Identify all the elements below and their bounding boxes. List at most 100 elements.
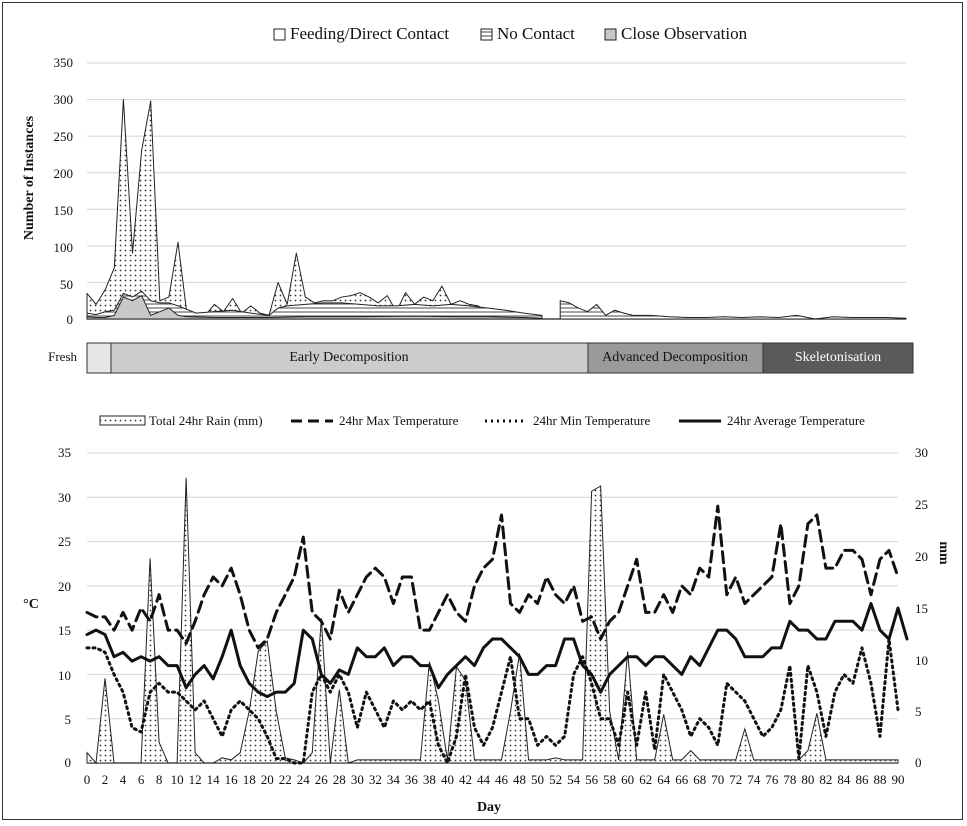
stage-fresh-label: Fresh [48,349,77,364]
x-tick-label: 64 [657,772,671,787]
box-icon [273,28,286,41]
x-tick-label: 14 [207,772,221,787]
legend-close-observation: Close Observation [621,24,748,43]
bottom-y-axis-title: °C [23,597,39,612]
top-y-axis-title: Number of Instances [22,115,37,240]
stage-early-label: Early Decomposition [289,350,408,365]
x-tick-label: 12 [189,772,202,787]
x-tick-label: 80 [801,772,814,787]
x-tick-label: 82 [819,772,832,787]
x-tick-label: 52 [549,772,562,787]
x-tick-label: 2 [102,772,109,787]
x-tick-label: 0 [84,772,91,787]
bottom-y2-tick: 30 [915,445,928,460]
x-tick-label: 46 [495,772,509,787]
x-tick-label: 16 [225,772,239,787]
legend-rain: Total 24hr Rain (mm) [149,413,263,428]
bottom-y2-tick: 25 [915,497,928,512]
x-tick-label: 88 [873,772,886,787]
x-tick-label: 18 [243,772,256,787]
bottom-x-ticks: 0 2 4 6 8 10 12 14 16 18 20 22 24 26 28 30 32 34 36 38 40 42 4… [84,772,905,787]
x-tick-label: 28 [333,772,346,787]
x-tick-label: 26 [315,772,329,787]
x-tick-label: 70 [711,772,724,787]
x-tick-label: 32 [369,772,382,787]
stage-skeleton-label: Skeletonisation [795,350,881,365]
area-feeding-direct-contact-cont [559,300,907,320]
top-y-tick: 150 [54,203,74,218]
x-tick-label: 42 [459,772,472,787]
stage-bar: Fresh Early Decomposition Advanced Decom… [48,342,914,374]
top-y-tick: 200 [54,166,74,181]
average-temperature-line [85,602,909,699]
x-tick-label: 76 [765,772,779,787]
area-close-observation [86,295,543,320]
x-tick-label: 62 [639,772,652,787]
x-tick-label: 10 [171,772,184,787]
bottom-y-tick: 35 [58,445,71,460]
x-tick-label: 72 [729,772,742,787]
x-tick-label: 60 [621,772,634,787]
top-area-series [86,99,907,320]
bottom-y-ticks: 35 30 25 20 15 10 5 0 [58,445,71,770]
top-gridlines [87,62,906,320]
x-tick-label: 36 [405,772,419,787]
figure: Feeding/Direct Contact No Contact Close … [22,24,951,815]
x-tick-label: 24 [297,772,311,787]
bottom-y-tick: 25 [58,534,71,549]
stage-advanced-label: Advanced Decomposition [602,350,748,365]
stage-fresh [86,342,112,374]
x-tick-label: 20 [261,772,274,787]
x-tick-label: 40 [441,772,454,787]
x-tick-label: 48 [513,772,526,787]
bottom-y-tick: 0 [65,755,72,770]
bottom-y2-ticks: 30 25 20 15 10 5 0 [915,445,928,770]
x-tick-label: 4 [120,772,127,787]
x-tick-label: 78 [783,772,796,787]
bottom-y2-tick: 10 [915,653,928,668]
stage-skeleton [762,342,914,374]
x-tick-label: 50 [531,772,544,787]
x-tick-label: 66 [675,772,689,787]
x-tick-label: 22 [279,772,292,787]
bottom-y-tick: 30 [58,490,71,505]
x-tick-label: 34 [387,772,401,787]
bottom-y2-tick: 0 [915,755,922,770]
bottom-legend: Total 24hr Rain (mm) 24hr Max Temperatur… [99,413,865,428]
top-y-tick: 250 [54,129,74,144]
legend-feeding: Feeding/Direct Contact [290,24,449,43]
dotted-fill-icon [99,415,146,426]
x-tick-label: 74 [747,772,761,787]
x-tick-label: 38 [423,772,436,787]
x-tick-label: 90 [892,772,905,787]
temperature-series [85,504,909,765]
legend-avg-temp: 24hr Average Temperature [727,413,865,428]
top-y-tick: 350 [54,55,74,70]
bottom-y-tick: 10 [58,668,71,683]
bottom-y2-axis-title: mm [936,541,951,565]
rain-area [86,477,899,765]
legend-no-contact: No Contact [497,24,575,43]
x-tick-label: 86 [855,772,869,787]
top-y-ticks: 350 300 250 200 150 100 50 0 [54,55,74,327]
legend-max-temp: 24hr Max Temperature [339,413,459,428]
x-tick-label: 54 [567,772,581,787]
bottom-x-axis-title: Day [477,800,501,815]
rain-series [86,477,899,765]
x-tick-label: 8 [156,772,163,787]
x-tick-label: 6 [138,772,145,787]
x-tick-label: 68 [693,772,706,787]
area-no-contact [86,290,543,320]
x-tick-label: 58 [603,772,616,787]
x-tick-label: 56 [585,772,599,787]
bottom-y-tick: 20 [58,579,71,594]
bottom-y-tick: 5 [65,712,72,727]
bottom-y2-tick: 20 [915,549,928,564]
max-temperature-line [85,504,900,650]
hatched-box-icon [480,28,493,41]
bottom-y2-tick: 15 [915,601,928,616]
top-legend: Feeding/Direct Contact No Contact Close … [273,24,748,43]
x-tick-label: 30 [351,772,364,787]
grey-box-icon [604,28,617,41]
